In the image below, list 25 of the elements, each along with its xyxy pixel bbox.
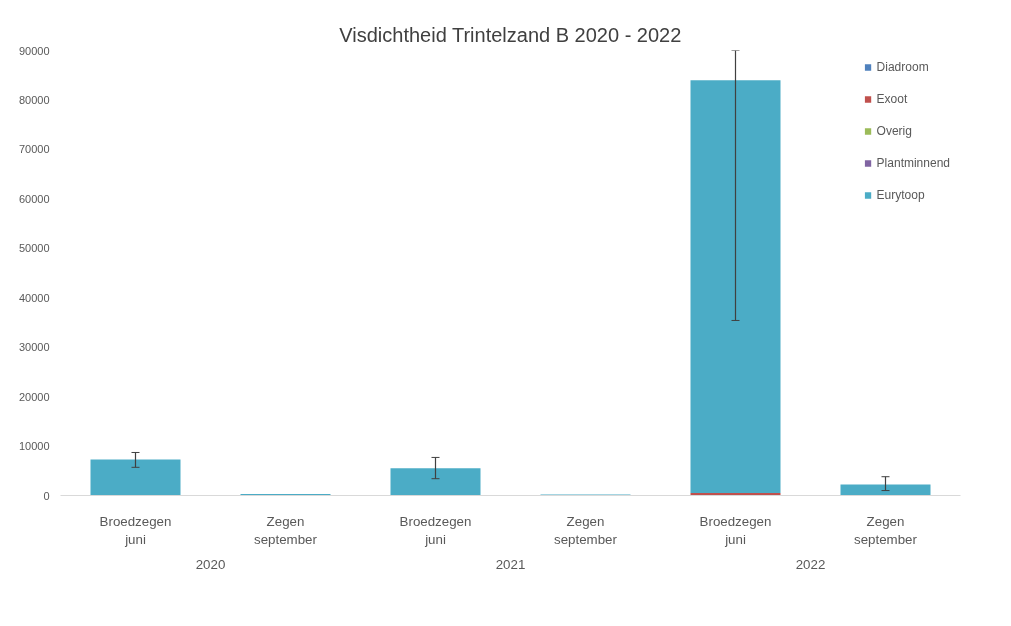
y-tick-label: 60000 bbox=[18, 192, 50, 205]
y-tick-label: 30000 bbox=[18, 341, 50, 354]
text: 2020 bbox=[195, 556, 226, 572]
y-tick-label: 0 bbox=[43, 489, 50, 502]
text: 2021 bbox=[495, 556, 526, 572]
y-tick-label: 20000 bbox=[18, 390, 50, 403]
y-tick-label: 10000 bbox=[18, 440, 50, 453]
y-tick-label: 70000 bbox=[18, 143, 50, 156]
y-tick-label: 50000 bbox=[18, 242, 50, 255]
x-tick-label: Zegen september bbox=[554, 513, 618, 547]
y-tick-label: 40000 bbox=[18, 291, 50, 304]
x-tick-label: Broedzegen juni bbox=[99, 513, 172, 547]
legend-label: Overig bbox=[876, 124, 912, 138]
y-tick-label: 90000 bbox=[18, 44, 50, 57]
x-tick-label: Zegen september bbox=[254, 513, 318, 547]
text: 2022 bbox=[795, 556, 826, 572]
x-tick-label: Broedzegen juni bbox=[399, 513, 472, 547]
legend-label: Exoot bbox=[876, 92, 908, 106]
x-tick-label: Zegen september bbox=[854, 513, 918, 547]
y-tick-label: 80000 bbox=[18, 93, 50, 106]
x-tick-label: Broedzegen juni bbox=[699, 513, 772, 547]
legend-label: Plantminnend bbox=[876, 156, 950, 170]
legend-label: Eurytoop bbox=[876, 188, 925, 202]
chart-title: Visdichtheid Trintelzand B 2020 - 2022 bbox=[339, 23, 682, 46]
legend-label: Diadroom bbox=[876, 60, 929, 74]
